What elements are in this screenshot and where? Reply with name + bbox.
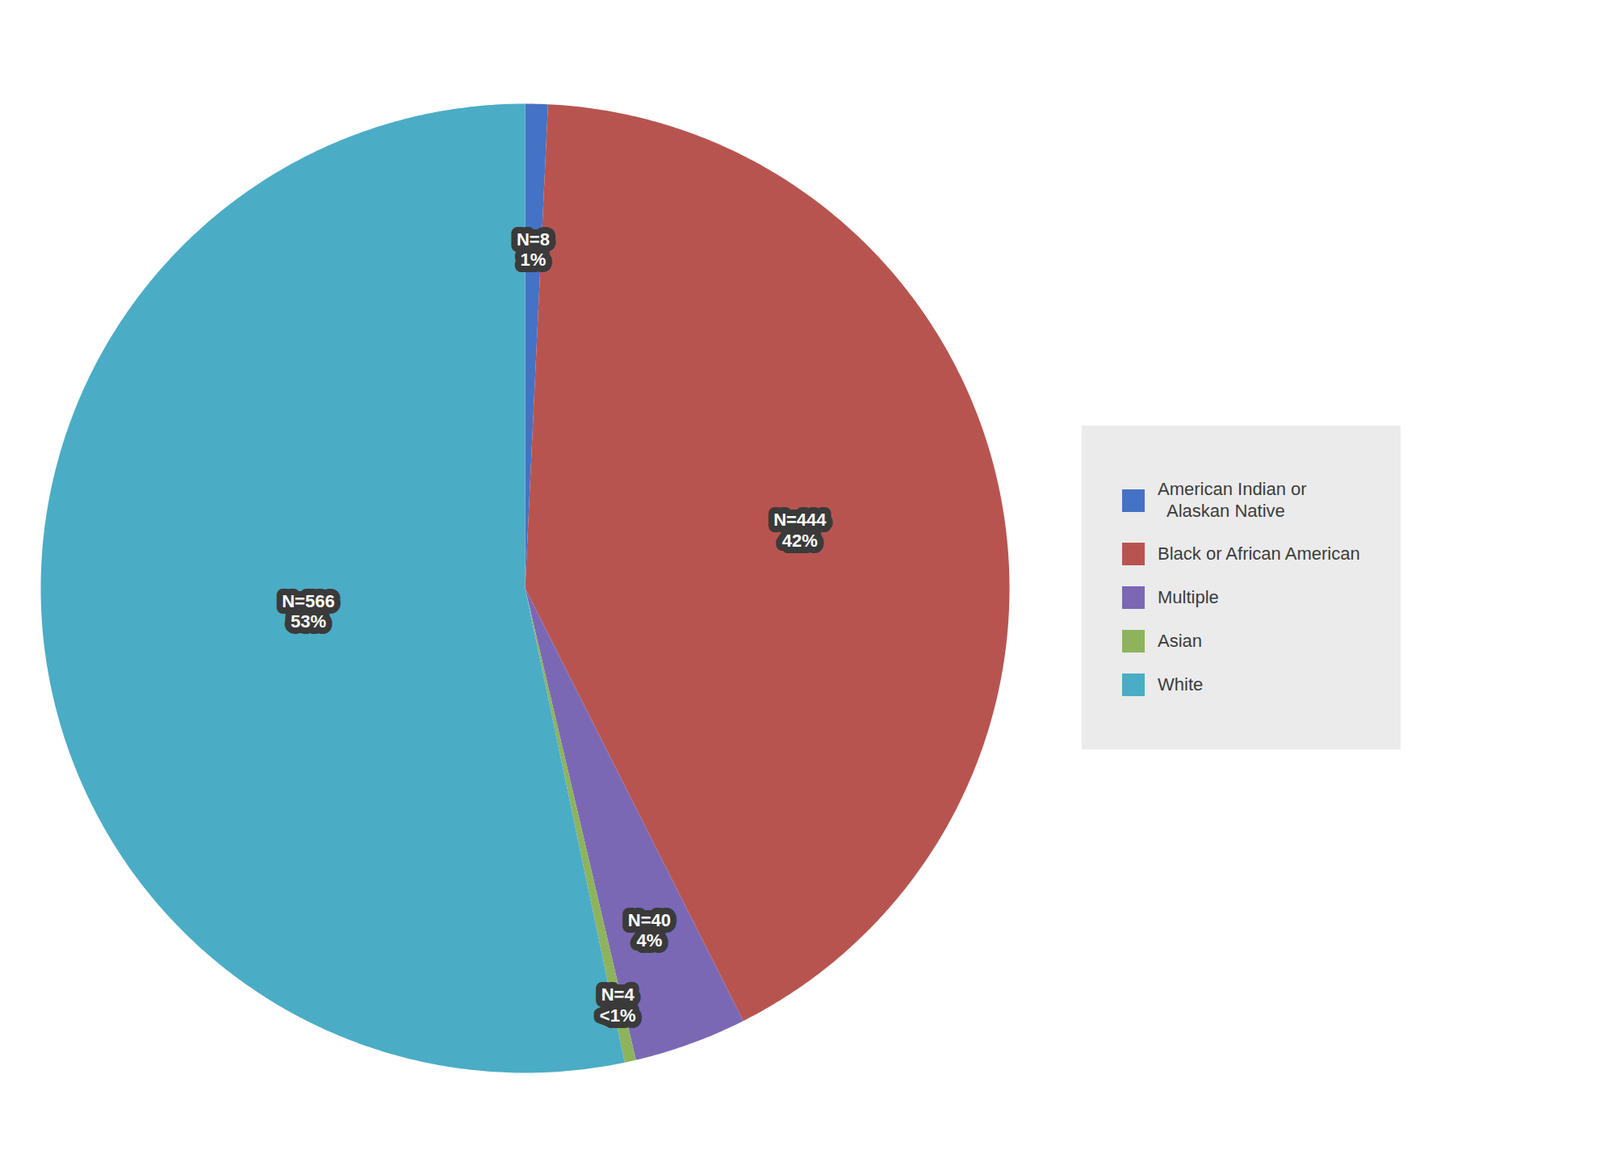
svg-text:N=81%: N=81% <box>516 229 550 270</box>
html-text:American Indian or Alaskan Nat: American Indian or Alaskan Native <box>1157 478 1307 521</box>
svg-text:N=56653%: N=56653% <box>281 590 335 631</box>
svg-text:N=404%: N=404% <box>628 908 671 950</box>
html-text:White: White <box>1157 673 1204 695</box>
svg-text:N=44442%: N=44442% <box>773 509 827 550</box>
html-text:Multiple: Multiple <box>1157 586 1219 607</box>
html-text:Black or African American: Black or African American <box>1157 543 1360 564</box>
svg-text:N=4<1%: N=4<1% <box>599 984 637 1025</box>
html-text:Asian: Asian <box>1157 630 1203 651</box>
